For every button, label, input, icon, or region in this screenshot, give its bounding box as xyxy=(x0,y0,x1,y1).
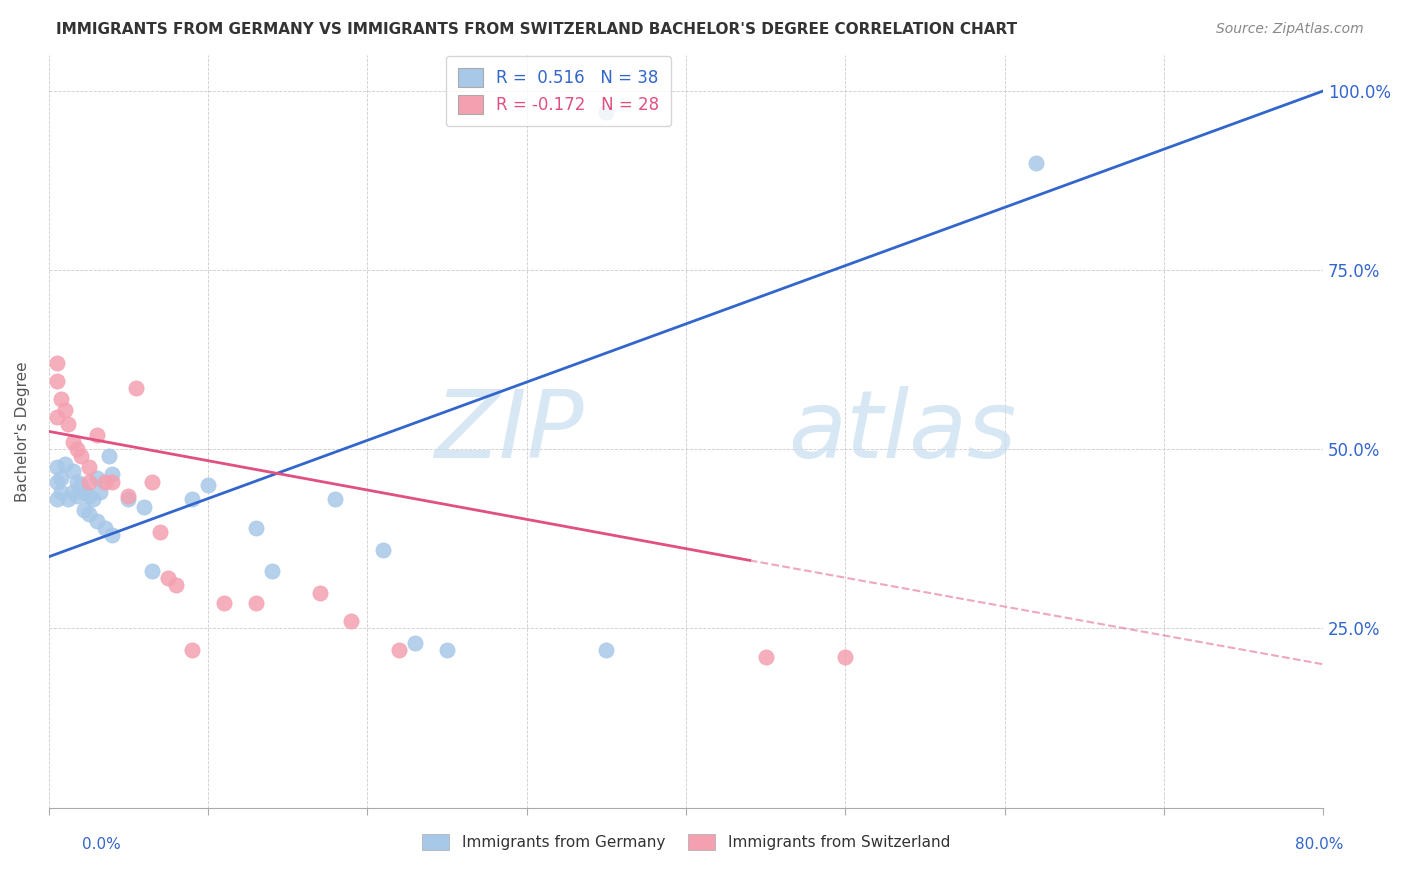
Point xyxy=(245,521,267,535)
Point xyxy=(373,542,395,557)
Point xyxy=(595,105,617,120)
Point xyxy=(245,596,267,610)
Point xyxy=(755,650,778,665)
Point xyxy=(56,492,79,507)
Point xyxy=(101,475,124,489)
Point xyxy=(834,650,856,665)
Point xyxy=(1025,155,1047,169)
Point xyxy=(141,475,163,489)
Point xyxy=(77,489,100,503)
Point xyxy=(86,428,108,442)
Point xyxy=(53,403,76,417)
Point xyxy=(66,442,89,457)
Point xyxy=(197,478,219,492)
Point xyxy=(51,392,73,406)
Point xyxy=(45,475,67,489)
Point xyxy=(45,460,67,475)
Point xyxy=(181,492,204,507)
Point xyxy=(62,464,84,478)
Point xyxy=(141,564,163,578)
Point xyxy=(165,578,187,592)
Point xyxy=(69,478,91,492)
Point xyxy=(325,492,347,507)
Point xyxy=(66,489,89,503)
Text: 80.0%: 80.0% xyxy=(1295,838,1343,852)
Point xyxy=(388,643,411,657)
Point xyxy=(73,503,96,517)
Point xyxy=(308,585,330,599)
Point xyxy=(66,475,89,489)
Point xyxy=(436,643,458,657)
Point xyxy=(77,460,100,475)
Point xyxy=(212,596,235,610)
Point xyxy=(98,450,121,464)
Point xyxy=(404,636,426,650)
Point xyxy=(101,528,124,542)
Point xyxy=(73,485,96,500)
Point xyxy=(45,356,67,370)
Point xyxy=(45,410,67,425)
Point xyxy=(117,489,139,503)
Point xyxy=(77,475,100,489)
Point xyxy=(69,450,91,464)
Point xyxy=(56,417,79,432)
Text: IMMIGRANTS FROM GERMANY VS IMMIGRANTS FROM SWITZERLAND BACHELOR'S DEGREE CORRELA: IMMIGRANTS FROM GERMANY VS IMMIGRANTS FR… xyxy=(56,22,1018,37)
Point xyxy=(134,500,156,514)
Point xyxy=(93,475,115,489)
Point xyxy=(93,521,115,535)
Point xyxy=(77,507,100,521)
Point xyxy=(45,374,67,388)
Point xyxy=(595,643,617,657)
Point xyxy=(82,492,104,507)
Point xyxy=(51,471,73,485)
Point xyxy=(51,485,73,500)
Point xyxy=(86,514,108,528)
Point xyxy=(89,485,111,500)
Text: ZIP: ZIP xyxy=(434,386,583,477)
Point xyxy=(62,485,84,500)
Point xyxy=(181,643,204,657)
Point xyxy=(157,571,180,585)
Point xyxy=(101,467,124,482)
Point xyxy=(117,492,139,507)
Point xyxy=(125,381,148,395)
Text: 0.0%: 0.0% xyxy=(82,838,121,852)
Point xyxy=(149,524,172,539)
Y-axis label: Bachelor's Degree: Bachelor's Degree xyxy=(15,361,30,501)
Point xyxy=(53,457,76,471)
Point xyxy=(340,615,363,629)
Text: Source: ZipAtlas.com: Source: ZipAtlas.com xyxy=(1216,22,1364,37)
Legend: R =  0.516   N = 38, R = -0.172   N = 28: R = 0.516 N = 38, R = -0.172 N = 28 xyxy=(446,56,671,126)
Point xyxy=(62,435,84,450)
Point xyxy=(260,564,283,578)
Point xyxy=(86,471,108,485)
Text: atlas: atlas xyxy=(787,386,1017,477)
Point xyxy=(45,492,67,507)
